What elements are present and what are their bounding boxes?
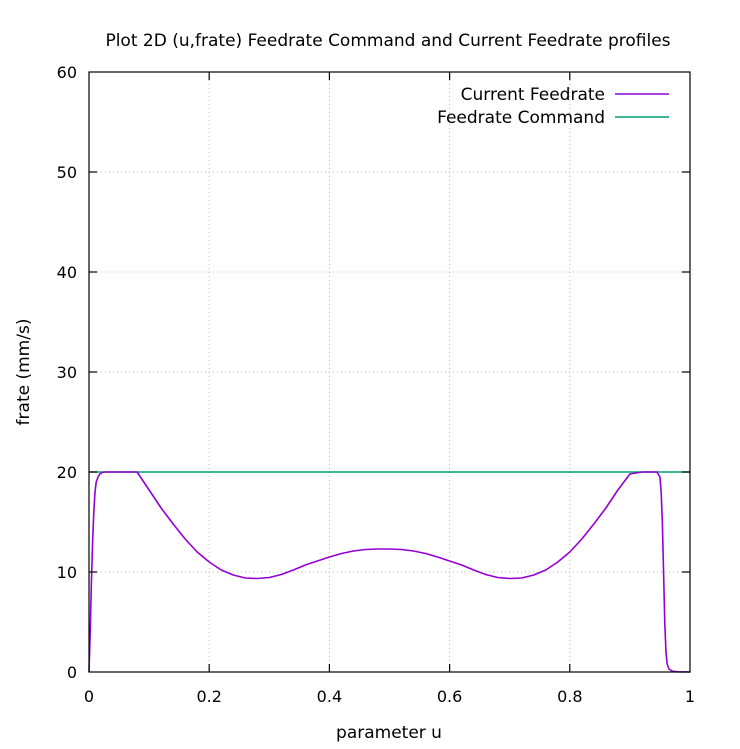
y-tick-label: 50: [57, 163, 77, 182]
legend-label-current-feedrate: Current Feedrate: [461, 85, 605, 105]
x-tick-label: 0.4: [317, 687, 342, 706]
chart-title: Plot 2D (u,frate) Feedrate Command and C…: [105, 31, 670, 51]
x-axis-label: parameter u: [336, 723, 442, 743]
y-tick-label: 40: [57, 263, 77, 282]
y-tick-label: 0: [67, 663, 77, 682]
x-tick-label: 0: [84, 687, 94, 706]
y-tick-label: 60: [57, 63, 77, 82]
legend-label-feedrate-command: Feedrate Command: [437, 108, 605, 128]
x-tick-label: 0.6: [437, 687, 462, 706]
x-tick-label: 0.8: [557, 687, 582, 706]
legend: Current Feedrate Feedrate Command: [437, 85, 669, 128]
y-tick-label: 30: [57, 363, 77, 382]
y-tick-label: 10: [57, 563, 77, 582]
grid-lines: [89, 72, 690, 672]
x-tick-label: 0.2: [196, 687, 221, 706]
current-feedrate-line: [88, 471, 691, 673]
y-axis-label: frate (mm/s): [14, 319, 34, 426]
series-layer: [88, 471, 691, 673]
x-tick-label: 1: [685, 687, 695, 706]
y-tick-label: 20: [57, 463, 77, 482]
